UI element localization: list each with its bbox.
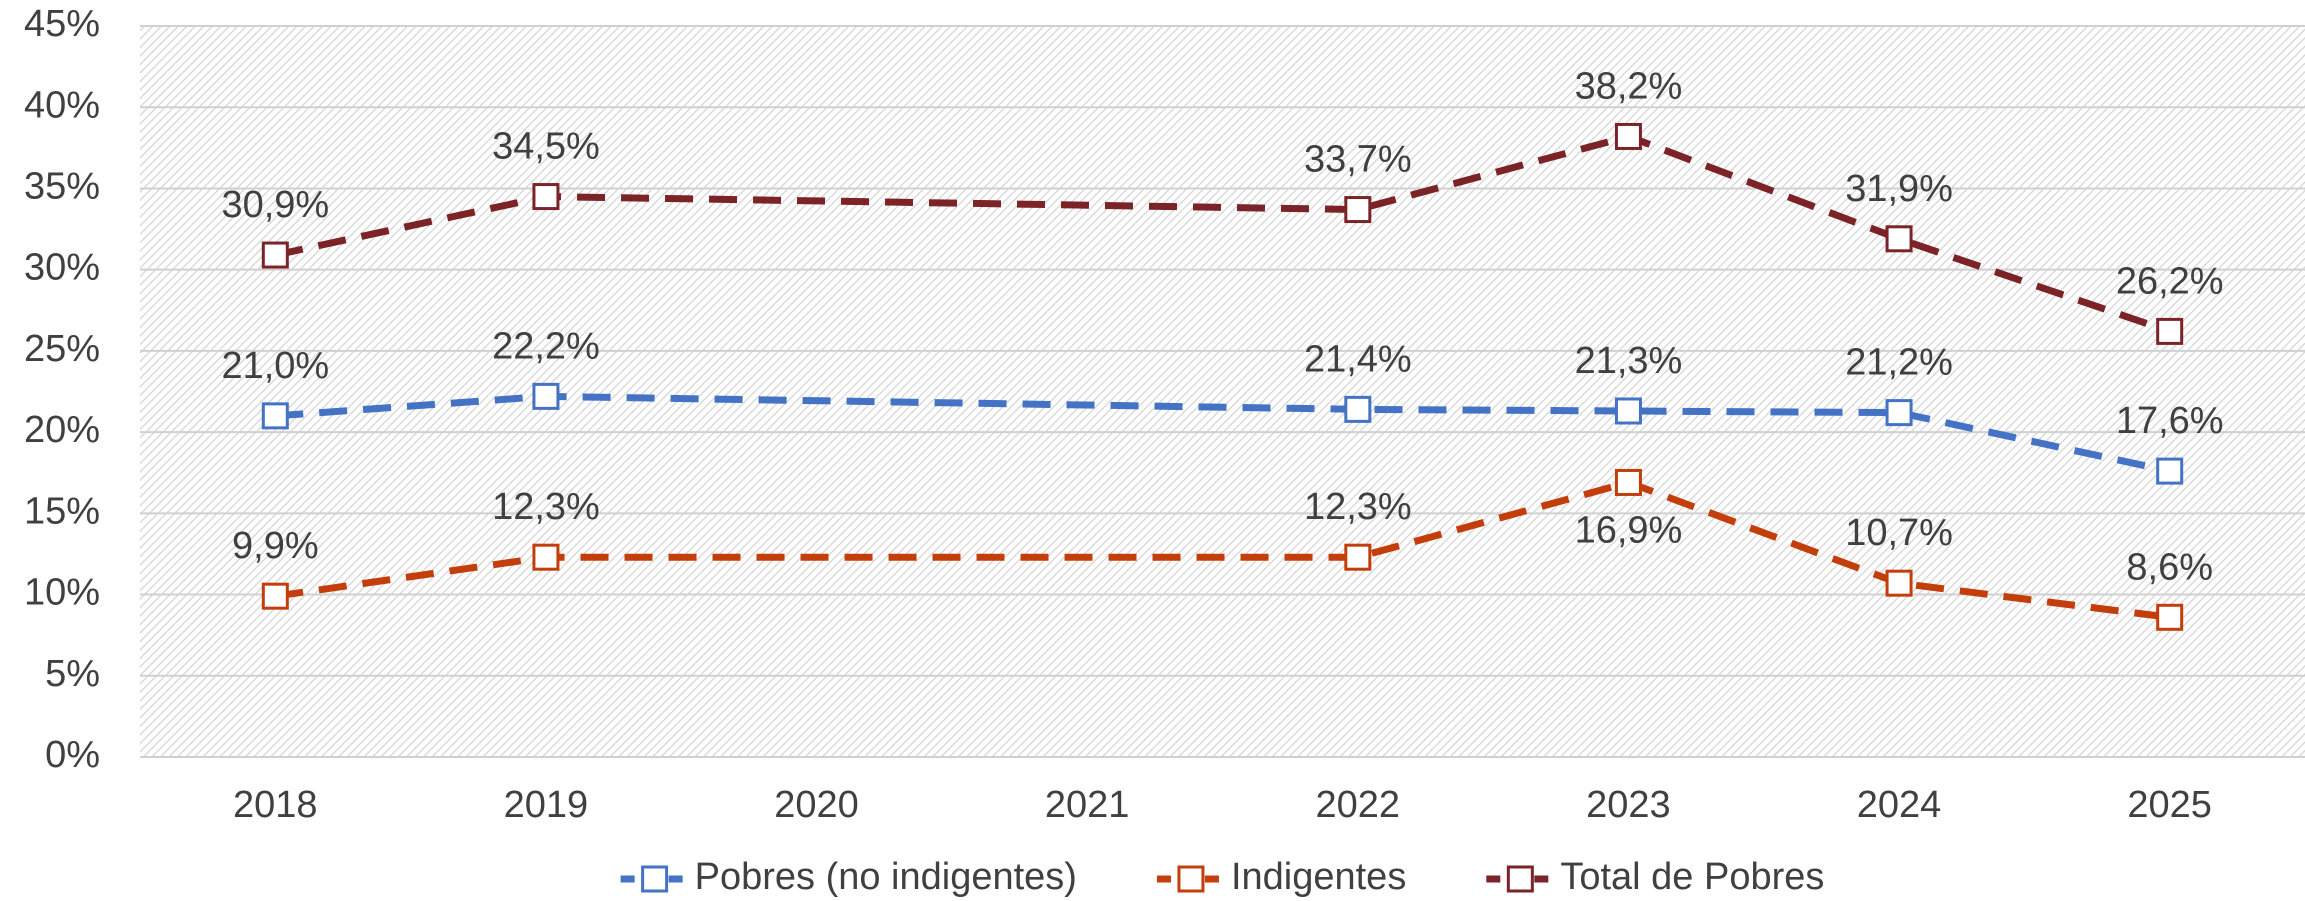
data-label: 22,2% bbox=[492, 325, 600, 367]
legend-marker bbox=[1506, 865, 1534, 893]
data-label: 26,2% bbox=[2116, 260, 2224, 302]
data-label: 17,6% bbox=[2116, 400, 2224, 442]
marker bbox=[261, 241, 289, 269]
legend-label: Indigentes bbox=[1231, 856, 1406, 898]
marker bbox=[532, 543, 560, 571]
marker bbox=[2156, 317, 2184, 345]
marker bbox=[1344, 196, 1372, 224]
data-label: 12,3% bbox=[492, 486, 600, 528]
legend-item: Pobres (no indigentes) bbox=[620, 856, 1077, 898]
data-label: 30,9% bbox=[221, 184, 329, 226]
marker bbox=[2156, 603, 2184, 631]
marker bbox=[261, 582, 289, 610]
y-tick-label: 30% bbox=[24, 247, 100, 289]
marker bbox=[532, 382, 560, 410]
data-label: 38,2% bbox=[1575, 65, 1683, 107]
marker bbox=[1885, 569, 1913, 597]
marker bbox=[2156, 457, 2184, 485]
legend-item: Indigentes bbox=[1156, 856, 1406, 898]
series-line bbox=[274, 132, 2171, 335]
x-tick-label: 2025 bbox=[2127, 784, 2212, 826]
y-tick-label: 15% bbox=[24, 490, 100, 532]
legend-item: Total de Pobres bbox=[1486, 856, 1824, 898]
legend-label: Pobres (no indigentes) bbox=[695, 856, 1077, 898]
data-label: 34,5% bbox=[492, 126, 600, 168]
y-tick-label: 40% bbox=[24, 84, 100, 126]
y-tick-label: 10% bbox=[24, 572, 100, 614]
legend-marker bbox=[641, 865, 669, 893]
marker bbox=[261, 402, 289, 430]
x-tick-label: 2023 bbox=[1586, 784, 1671, 826]
data-label: 21,3% bbox=[1575, 340, 1683, 382]
x-tick-label: 2024 bbox=[1857, 784, 1942, 826]
marker bbox=[1614, 122, 1642, 150]
marker bbox=[1885, 399, 1913, 427]
marker bbox=[1344, 395, 1372, 423]
plot-area bbox=[140, 26, 2305, 757]
data-label: 21,2% bbox=[1845, 342, 1953, 384]
x-tick-label: 2019 bbox=[504, 784, 589, 826]
x-tick-label: 2020 bbox=[774, 784, 859, 826]
data-label: 31,9% bbox=[1845, 168, 1953, 210]
y-tick-label: 45% bbox=[24, 3, 100, 45]
data-label: 10,7% bbox=[1845, 512, 1953, 554]
x-tick-label: 2018 bbox=[233, 784, 318, 826]
y-tick-label: 25% bbox=[24, 328, 100, 370]
y-tick-label: 0% bbox=[45, 734, 100, 776]
y-tick-label: 5% bbox=[45, 653, 100, 695]
data-label: 9,9% bbox=[232, 525, 319, 567]
x-tick-label: 2021 bbox=[1045, 784, 1130, 826]
marker bbox=[1614, 468, 1642, 496]
series-line bbox=[274, 478, 2171, 621]
data-label: 21,4% bbox=[1304, 338, 1412, 380]
data-label: 33,7% bbox=[1304, 139, 1412, 181]
marker bbox=[532, 183, 560, 211]
x-tick-label: 2022 bbox=[1316, 784, 1401, 826]
data-label: 21,0% bbox=[221, 345, 329, 387]
data-label: 16,9% bbox=[1575, 510, 1683, 552]
data-label: 8,6% bbox=[2126, 546, 2213, 588]
marker bbox=[1344, 543, 1372, 571]
marker bbox=[1614, 397, 1642, 425]
legend: Pobres (no indigentes) Indigentes Total de… bbox=[620, 856, 1824, 898]
marker bbox=[1885, 225, 1913, 253]
data-label: 12,3% bbox=[1304, 486, 1412, 528]
y-tick-label: 20% bbox=[24, 409, 100, 451]
y-tick-label: 35% bbox=[24, 165, 100, 207]
legend-label: Total de Pobres bbox=[1560, 856, 1824, 898]
legend-marker bbox=[1177, 865, 1205, 893]
series-line bbox=[275, 392, 2171, 475]
